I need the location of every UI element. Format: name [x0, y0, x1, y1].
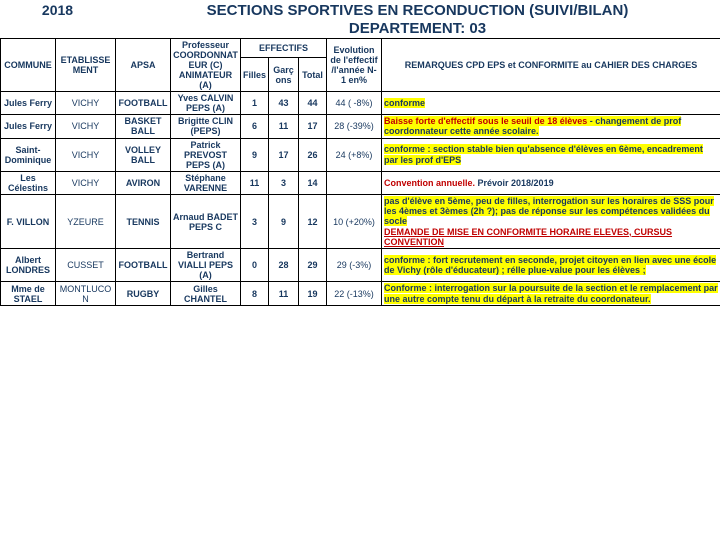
data-table: COMMUNE ETABLISSEMENT APSA Professeur CO…	[0, 38, 720, 306]
cell-prof: Gilles CHANTEL	[171, 282, 241, 306]
cell-remarks: Baisse forte d'effectif sous le seuil de…	[382, 115, 720, 139]
cell-total: 12	[299, 194, 327, 249]
table-row: Jules FerryVICHYFOOTBALLYves CALVIN PEPS…	[1, 92, 720, 115]
year-label: 2018	[0, 0, 115, 18]
cell-etab: VICHY	[56, 115, 116, 139]
col-commune: COMMUNE	[1, 39, 56, 92]
cell-remarks: conforme : section stable bien qu'absenc…	[382, 138, 720, 171]
col-evolution: Evolution de l'effectif /l'année N-1 en%	[327, 39, 382, 92]
cell-commune: Albert LONDRES	[1, 249, 56, 282]
cell-commune: Jules Ferry	[1, 92, 56, 115]
cell-etab: VICHY	[56, 92, 116, 115]
cell-filles: 11	[241, 171, 269, 194]
table-row: Albert LONDRESCUSSETFOOTBALLBertrand VIA…	[1, 249, 720, 282]
cell-total: 17	[299, 115, 327, 139]
table-row: Saint-DominiqueVICHYVOLLEY BALLPatrick P…	[1, 138, 720, 171]
page-title: SECTIONS SPORTIVES EN RECONDUCTION (SUIV…	[115, 0, 720, 38]
cell-filles: 1	[241, 92, 269, 115]
cell-etab: VICHY	[56, 171, 116, 194]
cell-evol: 22 (-13%)	[327, 282, 382, 306]
cell-filles: 6	[241, 115, 269, 139]
cell-etab: MONTLUCON	[56, 282, 116, 306]
cell-etab: VICHY	[56, 138, 116, 171]
table-row: Les CélestinsVICHYAVIRONStéphane VARENNE…	[1, 171, 720, 194]
col-remarques: REMARQUES CPD EPS et CONFORMITE au CAHIE…	[382, 39, 720, 92]
cell-total: 14	[299, 171, 327, 194]
cell-commune: Jules Ferry	[1, 115, 56, 139]
cell-garcons: 28	[269, 249, 299, 282]
cell-filles: 0	[241, 249, 269, 282]
cell-prof: Patrick PREVOST PEPS (A)	[171, 138, 241, 171]
title-line2: DEPARTEMENT: 03	[349, 20, 486, 37]
cell-prof: Arnaud BADET PEPS C	[171, 194, 241, 249]
cell-apsa: BASKET BALL	[116, 115, 171, 139]
cell-evol: 10 (+20%)	[327, 194, 382, 249]
cell-filles: 9	[241, 138, 269, 171]
cell-prof: Yves CALVIN PEPS (A)	[171, 92, 241, 115]
col-filles: Filles	[241, 58, 269, 92]
cell-commune: Mme de STAEL	[1, 282, 56, 306]
cell-evol: 24 (+8%)	[327, 138, 382, 171]
cell-etab: YZEURE	[56, 194, 116, 249]
cell-apsa: RUGBY	[116, 282, 171, 306]
cell-filles: 8	[241, 282, 269, 306]
cell-commune: Les Célestins	[1, 171, 56, 194]
cell-apsa: FOOTBALL	[116, 249, 171, 282]
cell-prof: Stéphane VARENNE	[171, 171, 241, 194]
cell-remarks: Conforme : interrogation sur la poursuit…	[382, 282, 720, 306]
cell-filles: 3	[241, 194, 269, 249]
cell-total: 19	[299, 282, 327, 306]
table-row: Jules FerryVICHYBASKET BALLBrigitte CLIN…	[1, 115, 720, 139]
cell-apsa: AVIRON	[116, 171, 171, 194]
cell-garcons: 11	[269, 115, 299, 139]
header: 2018 SECTIONS SPORTIVES EN RECONDUCTION …	[0, 0, 720, 38]
col-garcons: Garçons	[269, 58, 299, 92]
cell-prof: Bertrand VIALLI PEPS (A)	[171, 249, 241, 282]
cell-evol: 44 ( -8%)	[327, 92, 382, 115]
cell-total: 29	[299, 249, 327, 282]
title-line1: SECTIONS SPORTIVES EN RECONDUCTION (SUIV…	[207, 2, 629, 19]
cell-remarks: Convention annuelle. Prévoir 2018/2019	[382, 171, 720, 194]
cell-apsa: VOLLEY BALL	[116, 138, 171, 171]
cell-etab: CUSSET	[56, 249, 116, 282]
col-etab: ETABLISSEMENT	[56, 39, 116, 92]
table-row: Mme de STAELMONTLUCONRUGBYGilles CHANTEL…	[1, 282, 720, 306]
cell-evol	[327, 171, 382, 194]
cell-prof: Brigitte CLIN (PEPS)	[171, 115, 241, 139]
col-apsa: APSA	[116, 39, 171, 92]
cell-garcons: 43	[269, 92, 299, 115]
cell-remarks: pas d'élève en 5ème, peu de filles, inte…	[382, 194, 720, 249]
cell-evol: 28 (-39%)	[327, 115, 382, 139]
cell-commune: Saint-Dominique	[1, 138, 56, 171]
cell-apsa: FOOTBALL	[116, 92, 171, 115]
cell-remarks: conforme : fort recrutement en seconde, …	[382, 249, 720, 282]
cell-garcons: 3	[269, 171, 299, 194]
cell-remarks: conforme	[382, 92, 720, 115]
col-prof: Professeur COORDONNATEUR (C) ANIMATEUR (…	[171, 39, 241, 92]
table-row: F. VILLONYZEURETENNISArnaud BADET PEPS C…	[1, 194, 720, 249]
cell-total: 44	[299, 92, 327, 115]
cell-garcons: 17	[269, 138, 299, 171]
cell-garcons: 11	[269, 282, 299, 306]
cell-evol: 29 (-3%)	[327, 249, 382, 282]
cell-total: 26	[299, 138, 327, 171]
cell-commune: F. VILLON	[1, 194, 56, 249]
cell-apsa: TENNIS	[116, 194, 171, 249]
col-effectifs: EFFECTIFS	[241, 39, 327, 58]
cell-garcons: 9	[269, 194, 299, 249]
col-total: Total	[299, 58, 327, 92]
